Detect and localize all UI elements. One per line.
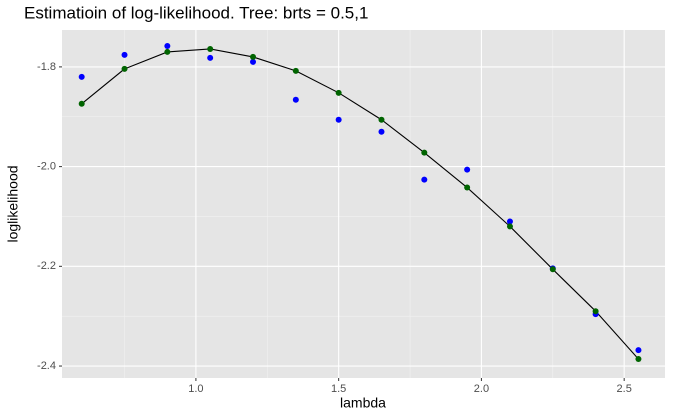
line — [81, 48, 639, 360]
x-tick-label: 2.5 — [617, 383, 632, 395]
point — [506, 218, 513, 225]
point — [506, 223, 513, 230]
point — [464, 184, 471, 191]
y-tick-label: -2.0 — [37, 161, 56, 173]
point — [250, 53, 257, 60]
point — [635, 347, 642, 354]
y-tick-label: -2.4 — [37, 360, 56, 372]
y-tick-label: -1.8 — [37, 61, 56, 73]
point — [121, 51, 128, 58]
point — [335, 116, 342, 123]
point — [207, 45, 214, 52]
panel — [62, 30, 665, 378]
point — [549, 266, 556, 273]
point — [378, 116, 385, 123]
point — [592, 308, 599, 315]
point — [421, 149, 428, 156]
point — [292, 67, 299, 74]
point — [164, 48, 171, 55]
point — [464, 166, 471, 173]
x-tick-label: 2.0 — [474, 383, 489, 395]
point — [635, 356, 642, 363]
x-axis-label: lambda — [340, 395, 386, 411]
point — [121, 65, 128, 72]
point — [164, 42, 171, 49]
x-tick-label: 1.5 — [331, 383, 346, 395]
point — [421, 176, 428, 183]
y-axis-label: loglikelihood — [5, 165, 21, 242]
point — [78, 73, 85, 80]
chart-title: Estimatioin of log-likelihood. Tree: brt… — [24, 3, 368, 22]
point — [207, 54, 214, 61]
point — [78, 100, 85, 107]
point — [335, 89, 342, 96]
point — [292, 96, 299, 103]
y-tick-label: -2.2 — [37, 260, 56, 272]
point — [378, 128, 385, 135]
x-tick-label: 1.0 — [188, 383, 203, 395]
point — [250, 58, 257, 65]
